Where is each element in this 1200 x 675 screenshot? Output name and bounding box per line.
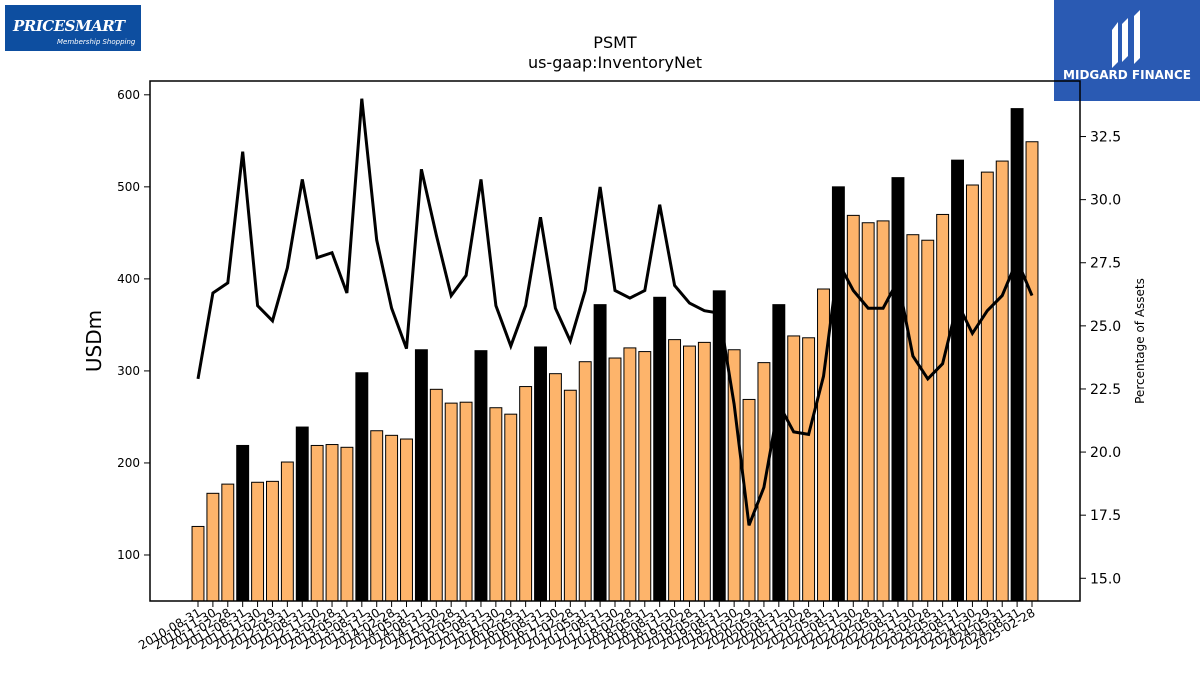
y-tick-label: 400: [117, 272, 140, 286]
pricesmart-logo: PRICESMART Membership Shopping: [5, 5, 141, 51]
bar: [519, 386, 533, 602]
bar: [593, 304, 607, 602]
bar: [325, 444, 339, 602]
bar: [400, 438, 413, 602]
bar: [221, 483, 235, 602]
y2-tick-label: 25.0: [1090, 319, 1121, 335]
bar: [310, 444, 324, 602]
midgard-finance-logo: MIDGARD FINANCE: [1054, 0, 1200, 101]
bar: [280, 461, 294, 602]
y2-tick-label: 27.5: [1090, 256, 1121, 272]
bar: [251, 481, 265, 602]
bar: [965, 184, 979, 602]
bar: [697, 341, 711, 602]
bar: [951, 159, 964, 602]
x-axis: 2010-08-312010-11-302011-02-282011-08-31…: [136, 601, 1038, 652]
y2-tick-label: 30.0: [1090, 193, 1121, 209]
bar: [1025, 141, 1039, 602]
left-axis: 100 200 300 400 500 600: [117, 88, 150, 562]
bar: [459, 401, 473, 602]
bar: [370, 430, 384, 602]
bar: [429, 388, 443, 602]
y2-tick-label: 20.0: [1090, 445, 1121, 461]
y-tick-label: 600: [117, 88, 140, 102]
bar: [206, 492, 220, 602]
bar: [504, 413, 518, 602]
bar: [802, 337, 816, 602]
bar: [623, 347, 637, 602]
y-tick-label: 300: [117, 364, 140, 378]
bar: [995, 160, 1009, 602]
bar: [683, 345, 696, 602]
y2-tick-label: 17.5: [1090, 508, 1121, 524]
chart-subtitle: us-gaap:InventoryNet: [528, 53, 702, 72]
bar: [191, 525, 205, 602]
bar: [266, 480, 279, 602]
bar: [906, 234, 920, 602]
bar: [980, 171, 994, 602]
bar: [608, 357, 622, 602]
y2-tick-label: 15.0: [1090, 571, 1121, 587]
bar: [236, 444, 250, 602]
bar: [563, 389, 577, 602]
y2-tick-label: 22.5: [1090, 382, 1121, 398]
bar: [772, 304, 786, 602]
bar: [891, 177, 905, 602]
bar: [385, 434, 399, 602]
bar: [1010, 108, 1024, 602]
bar: [861, 222, 875, 602]
y-tick-label: 500: [117, 180, 140, 194]
bar: [846, 214, 860, 602]
y-tick-label: 200: [117, 456, 140, 470]
bar: [668, 339, 682, 602]
bar: [474, 350, 488, 602]
bar: [876, 220, 890, 602]
bar: [921, 239, 935, 602]
bar-series: [191, 108, 1039, 602]
bar: [340, 446, 354, 602]
chart-title: PSMT: [593, 33, 637, 52]
percentage-line: [196, 98, 1034, 526]
bar: [548, 373, 562, 602]
y-tick-label: 100: [117, 548, 140, 562]
y-axis-label: USDm: [82, 310, 106, 372]
bar: [787, 335, 801, 602]
bar: [444, 402, 458, 602]
bar: [534, 346, 547, 602]
bar: [578, 361, 592, 602]
bar: [638, 351, 652, 602]
bar: [653, 296, 667, 602]
line-series: [196, 98, 1034, 526]
pricesmart-logo-text: PRICESMART: [13, 17, 125, 35]
bar: [936, 213, 950, 602]
midgard-emblem-icon: [1112, 10, 1140, 68]
y2-axis-label: Percentage of Assets: [1133, 278, 1147, 404]
bar: [489, 407, 503, 602]
bar: [414, 349, 428, 602]
bar: [355, 372, 369, 602]
y2-tick-label: 32.5: [1090, 130, 1121, 146]
bar: [295, 426, 309, 602]
bar: [831, 186, 845, 602]
pricesmart-logo-tagline: Membership Shopping: [57, 38, 136, 46]
right-axis: 15.0 17.5 20.0 22.5 25.0 27.5 30.0 32.5: [1080, 130, 1121, 587]
midgard-finance-name: MIDGARD FINANCE: [1063, 68, 1191, 82]
